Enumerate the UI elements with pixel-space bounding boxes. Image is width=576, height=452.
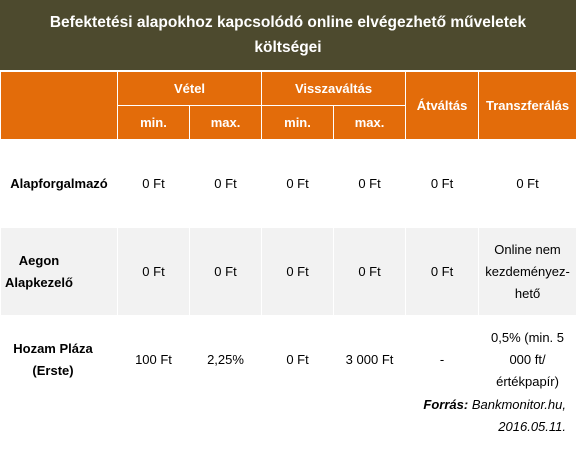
source-text: Bankmonitor.hu, xyxy=(471,397,566,412)
cell-atvaltas: - xyxy=(405,315,480,404)
cell-vetel-max: 0 Ft xyxy=(188,139,263,228)
cell-vissza-max: 3 000 Ft xyxy=(333,315,407,404)
cell-vissza-min: 0 Ft xyxy=(261,227,335,316)
cell-vetel-max: 2,25% xyxy=(188,315,263,404)
cell-vissza-max: 0 Ft xyxy=(333,227,407,316)
cell-atvaltas: 0 Ft xyxy=(405,139,480,228)
header-vissza-max: max. xyxy=(333,105,407,140)
source-date: 2016.05.11. xyxy=(498,419,566,434)
header-atvaltas: Átváltás xyxy=(405,71,480,140)
header-empty-cell xyxy=(0,71,118,140)
source-label: Forrás: xyxy=(423,397,469,412)
cell-vissza-max: 0 Ft xyxy=(333,139,407,228)
cell-vetel-max: 0 Ft xyxy=(188,227,263,316)
cell-transzfer: Online nem kezdeményez-hető xyxy=(478,227,576,316)
header-vetel: Vétel xyxy=(116,71,263,106)
table-row: Alapforgalmazó 0 Ft 0 Ft 0 Ft 0 Ft 0 Ft … xyxy=(0,139,576,228)
row-name: Alapforgalmazó xyxy=(0,139,118,228)
cell-vetel-min: 0 Ft xyxy=(117,227,190,316)
header-vissza-min: min. xyxy=(261,105,335,140)
cell-vissza-min: 0 Ft xyxy=(261,139,335,228)
cell-vetel-min: 0 Ft xyxy=(117,139,190,228)
cost-table: Vétel Visszaváltás Átváltás Transzferálá… xyxy=(0,71,576,404)
cell-transzfer: 0 Ft xyxy=(478,139,576,228)
source-note: Forrás: Bankmonitor.hu, 2016.05.11. xyxy=(423,394,566,438)
header-row-2: min. max. min. max. xyxy=(1,105,576,140)
header-vetel-min: min. xyxy=(117,105,190,140)
table-title: Befektetési alapokhoz kapcsolódó online … xyxy=(0,0,576,70)
row-name: Aegon Alapkezelő xyxy=(0,227,118,316)
cell-atvaltas: 0 Ft xyxy=(405,227,480,316)
header-transzferalas: Transzferálás xyxy=(478,71,576,140)
row-name: Hozam Pláza (Erste) xyxy=(0,315,118,404)
header-vetel-max: max. xyxy=(188,105,263,140)
table-row: Aegon Alapkezelő 0 Ft 0 Ft 0 Ft 0 Ft 0 F… xyxy=(0,227,576,316)
table-row: Hozam Pláza (Erste) 100 Ft 2,25% 0 Ft 3 … xyxy=(0,315,576,404)
header-visszavaltas: Visszaváltás xyxy=(261,71,407,106)
header-row-1: Vétel Visszaváltás Átváltás Transzferálá… xyxy=(0,71,576,140)
cell-vissza-min: 0 Ft xyxy=(261,315,335,404)
cell-vetel-min: 100 Ft xyxy=(117,315,190,404)
cell-transzfer: 0,5% (min. 5 000 ft/értékpapír) xyxy=(478,315,576,404)
